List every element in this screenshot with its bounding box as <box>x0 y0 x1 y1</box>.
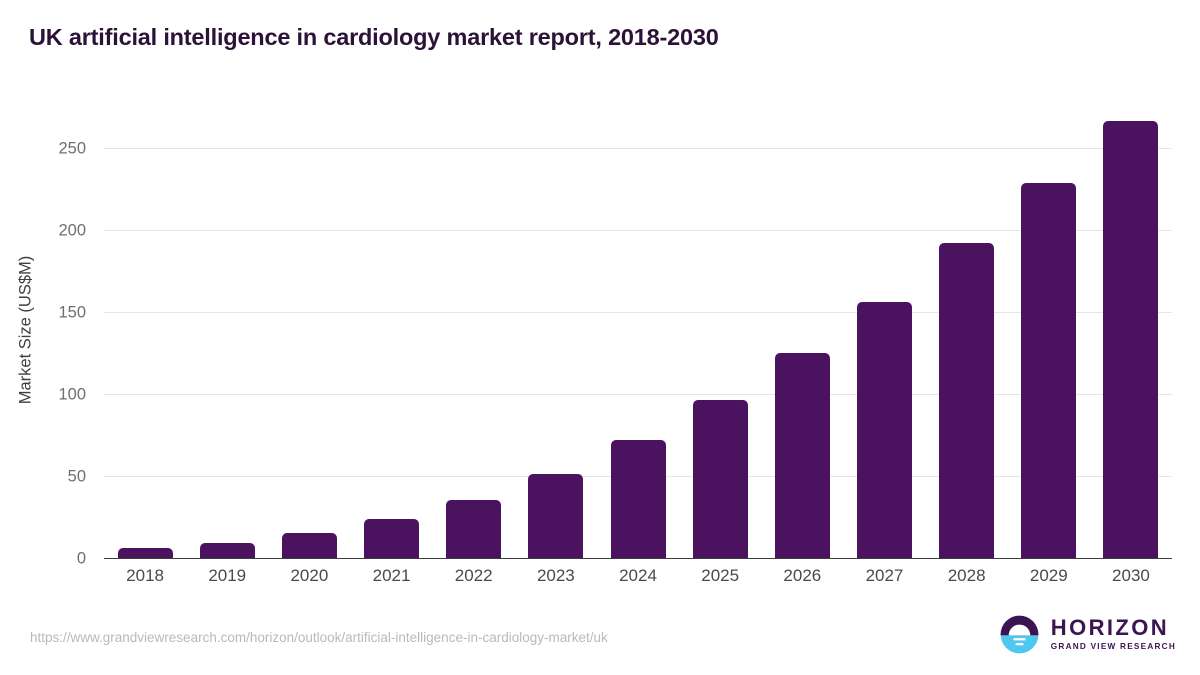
bar-slot <box>350 100 432 559</box>
logo-tagline: GRAND VIEW RESEARCH <box>1050 642 1176 652</box>
bar[interactable] <box>117 547 173 559</box>
x-label-slot: 2026 <box>761 566 843 586</box>
bar[interactable] <box>856 301 912 559</box>
bar[interactable] <box>1021 182 1077 559</box>
x-axis-labels: 2018 2019 2020 2021 2022 2023 2024 2025 2026 2027… <box>104 566 1172 586</box>
bar-slot <box>926 100 1008 559</box>
x-label-slot: 2030 <box>1090 566 1172 586</box>
x-tick-label: 2019 <box>208 566 247 585</box>
logo-wordmark: HORIZON <box>1050 615 1170 641</box>
y-axis-title: Market Size (US$M) <box>16 255 35 404</box>
bar-slot <box>1008 100 1090 559</box>
y-axis: Market Size (US$M) 0 50 100 150 200 250 <box>0 100 104 568</box>
x-label-slot: 2024 <box>597 566 679 586</box>
x-tick-label: 2023 <box>536 566 575 585</box>
x-label-slot: 2023 <box>515 566 597 586</box>
x-tick-label: 2028 <box>947 566 986 585</box>
bar[interactable] <box>446 500 502 559</box>
x-tick-label: 2020 <box>290 566 329 585</box>
bar[interactable] <box>939 243 995 559</box>
y-tick-label: 100 <box>58 385 86 404</box>
x-label-slot: 2029 <box>1008 566 1090 586</box>
x-tick-label: 2021 <box>372 566 411 585</box>
x-label-slot: 2022 <box>433 566 515 586</box>
x-label-slot: 2021 <box>350 566 432 586</box>
bar[interactable] <box>774 353 830 559</box>
y-tick-label: 150 <box>58 303 86 322</box>
x-tick-label: 2030 <box>1112 566 1150 585</box>
x-axis-line <box>104 557 1172 559</box>
x-tick-label: 2022 <box>454 566 493 585</box>
bar-slot <box>186 100 268 559</box>
x-label-slot: 2019 <box>186 566 268 586</box>
bar[interactable] <box>692 400 748 559</box>
bar[interactable] <box>610 440 666 559</box>
bar-slot <box>597 100 679 559</box>
bar[interactable] <box>199 542 255 559</box>
bar-slot <box>679 100 761 559</box>
x-tick-label: 2018 <box>126 566 164 585</box>
bar-series <box>104 100 1172 559</box>
horizon-sun-circle-icon <box>1000 615 1039 654</box>
y-tick-label: 50 <box>67 467 86 486</box>
x-label-slot: 2018 <box>104 566 186 586</box>
bar[interactable] <box>1103 121 1159 559</box>
page-title: UK artificial intelligence in cardiology… <box>29 24 719 50</box>
x-tick-label: 2024 <box>619 566 657 585</box>
x-tick-label: 2027 <box>865 566 904 585</box>
bar-slot <box>843 100 925 559</box>
bar-slot <box>268 100 350 559</box>
logo-text: HORIZON GRAND VIEW RESEARCH <box>1051 617 1176 651</box>
x-label-slot: 2027 <box>843 566 925 586</box>
bar-slot <box>761 100 843 559</box>
x-tick-label: 2026 <box>783 566 822 585</box>
y-tick-label: 250 <box>58 139 86 158</box>
y-tick-label: 200 <box>58 221 86 240</box>
brand-logo: HORIZON GRAND VIEW RESEARCH <box>997 612 1176 657</box>
bar[interactable] <box>364 518 420 559</box>
x-label-slot: 2025 <box>679 566 761 586</box>
plot-area <box>104 100 1172 559</box>
y-tick-label: 0 <box>76 549 86 568</box>
x-label-slot: 2028 <box>926 566 1008 586</box>
x-tick-label: 2029 <box>1029 566 1068 585</box>
x-label-slot: 2020 <box>268 566 350 586</box>
bar-slot <box>433 100 515 559</box>
bar-slot <box>1090 100 1172 559</box>
bar[interactable] <box>281 532 337 559</box>
bar[interactable] <box>528 473 584 559</box>
x-tick-label: 2025 <box>701 566 740 585</box>
bar-slot <box>515 100 597 559</box>
source-url[interactable]: https://www.grandviewresearch.com/horizo… <box>30 630 608 645</box>
bar-slot <box>104 100 186 559</box>
